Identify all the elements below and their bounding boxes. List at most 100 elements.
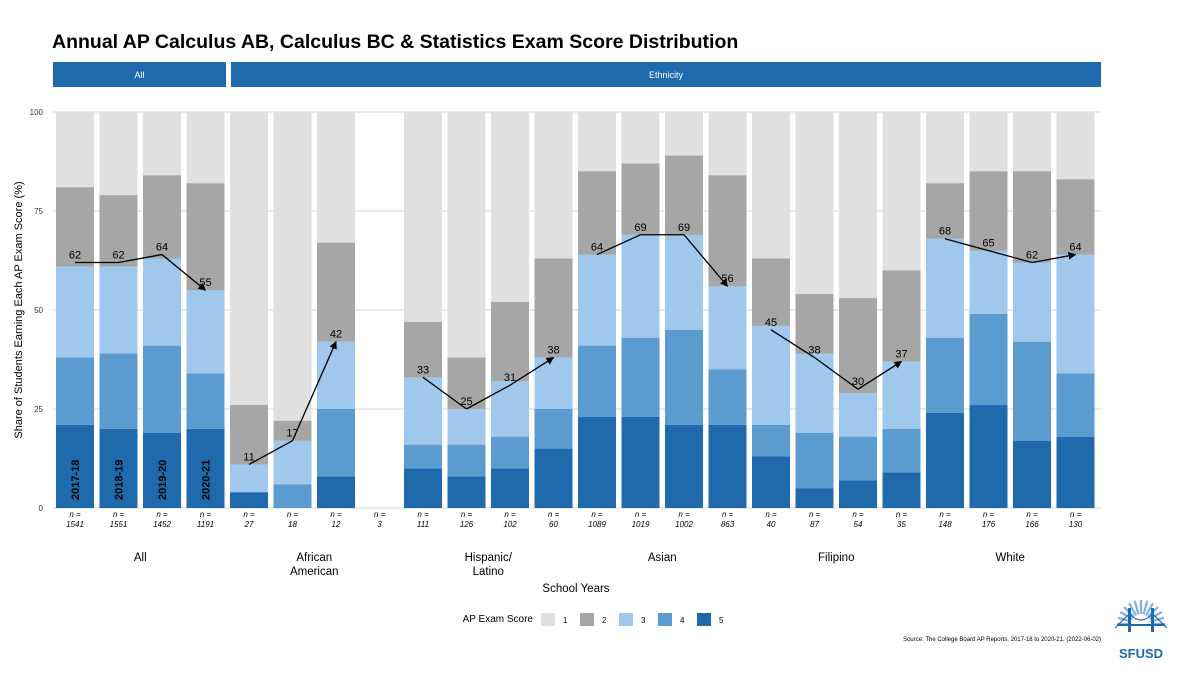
n-label: n =	[852, 510, 864, 519]
n-value: 60	[549, 520, 558, 529]
logo-ray	[1128, 602, 1137, 616]
bar-segment-score-2	[534, 258, 573, 358]
bar-segment-score-5	[665, 424, 703, 508]
bar-segment-score-3	[1013, 262, 1051, 342]
bar-segment-score-3	[491, 381, 529, 437]
n-label: n =	[69, 510, 81, 519]
bar-segment-score-2	[708, 175, 747, 287]
bar-segment-score-3	[665, 234, 703, 330]
pass-rate-label: 62	[1026, 249, 1038, 261]
pass-rate-label: 64	[156, 242, 168, 254]
y-tick-label: 50	[34, 306, 43, 315]
n-value: 12	[332, 520, 341, 529]
n-value: 35	[897, 520, 906, 529]
pass-rate-label: 33	[417, 364, 429, 376]
bar-segment-score-5	[621, 416, 660, 508]
bar-segment-score-2	[578, 171, 616, 255]
group-label: Filipino	[818, 552, 854, 564]
bar-segment-score-5	[404, 468, 442, 508]
n-label: n =	[896, 510, 908, 519]
pass-rate-trend-line	[988, 249, 1033, 264]
bar-segment-score-2	[143, 175, 181, 259]
bar-segment-score-4	[882, 428, 921, 473]
pass-rate-trend-line	[857, 360, 903, 390]
bar-segment-score-3	[969, 250, 1008, 314]
n-value: 111	[417, 520, 429, 529]
y-tick-label: 100	[30, 108, 44, 117]
pass-rate-label: 62	[69, 249, 81, 261]
chart-title: Annual AP Calculus AB, Calculus BC & Sta…	[52, 31, 739, 53]
bar-segment-score-3	[578, 254, 616, 346]
n-label: n =	[200, 510, 212, 519]
n-label: n =	[243, 510, 255, 519]
bar-segment-score-4	[273, 484, 312, 508]
bar-segment-score-3	[447, 409, 486, 445]
n-value: 1541	[66, 520, 84, 529]
bar-segment-score-2	[273, 420, 312, 441]
n-value: 126	[460, 520, 474, 529]
bar-segment-score-4	[926, 337, 964, 413]
bar-segment-score-4	[491, 436, 529, 469]
x-axis-label: School Years	[542, 583, 609, 595]
bar-segment-score-5	[1056, 436, 1095, 508]
pass-rate-label: 55	[199, 277, 211, 289]
pass-rate-label: 64	[1069, 242, 1081, 254]
pass-rate-trend-line	[683, 234, 729, 287]
n-label: n =	[983, 510, 995, 519]
bar-segment-score-4	[621, 337, 660, 417]
bar-segment-score-5	[99, 428, 138, 508]
bar-segment-score-2	[491, 302, 529, 382]
n-value: 176	[982, 520, 996, 529]
n-label: n =	[939, 510, 951, 519]
year-label: 2020-21	[201, 460, 213, 500]
panel-strip-ethnicity-label: Ethnicity	[649, 70, 684, 80]
pass-rate-trend-line	[466, 384, 511, 410]
pass-rate-label: 69	[634, 222, 646, 234]
n-label: n =	[156, 510, 168, 519]
y-axis-label: Share of Students Earning Each AP Exam S…	[13, 181, 25, 438]
bar-segment-score-5	[752, 456, 790, 508]
bar-segment-score-5	[969, 405, 1008, 508]
bar-segment-score-2	[621, 163, 660, 235]
bar-segment-score-4	[795, 432, 834, 489]
n-value: 1002	[675, 520, 693, 529]
group-label: American	[290, 566, 339, 578]
pass-rate-label: 38	[808, 345, 820, 357]
n-label: n =	[461, 510, 473, 519]
pass-rate-label: 64	[591, 242, 603, 254]
pass-rate-label: 37	[895, 348, 907, 360]
bar-segment-score-2	[404, 321, 442, 378]
legend-label: 3	[641, 616, 646, 625]
year-label: 2018-19	[114, 460, 126, 500]
pass-rate-trend-line	[509, 356, 555, 386]
bar-segment-score-3	[56, 266, 94, 358]
bar-segment-score-5	[56, 424, 94, 508]
n-value: 27	[244, 520, 254, 529]
n-label: n =	[591, 510, 603, 519]
n-value: 87	[810, 520, 819, 529]
n-value: 148	[938, 520, 952, 529]
sfusd-logo: SFUSD	[1111, 590, 1171, 662]
bar-segment-score-5	[143, 432, 181, 508]
bar-segment-score-2	[839, 298, 877, 394]
bar-segment-score-2	[186, 183, 225, 291]
legend-label: 5	[719, 616, 724, 625]
n-value: 54	[854, 520, 863, 529]
bar-segment-score-5	[882, 472, 921, 508]
group-label: Asian	[648, 552, 677, 564]
group-label: Latino	[473, 566, 504, 578]
panel-strip-all	[53, 62, 226, 87]
group-label: White	[996, 552, 1025, 564]
bar-segment-score-4	[404, 444, 442, 469]
pass-rate-trend-line	[161, 254, 207, 291]
bar-segment-score-4	[752, 424, 790, 457]
n-value: 863	[721, 520, 735, 529]
n-label: n =	[722, 510, 734, 519]
n-value: 1452	[153, 520, 171, 529]
legend-swatch-score-3	[619, 613, 633, 626]
bar-segment-score-3	[404, 377, 442, 445]
bar-segment-score-2	[752, 258, 790, 326]
pass-rate-trend-line	[770, 329, 815, 359]
bar-segment-score-3	[795, 353, 834, 433]
